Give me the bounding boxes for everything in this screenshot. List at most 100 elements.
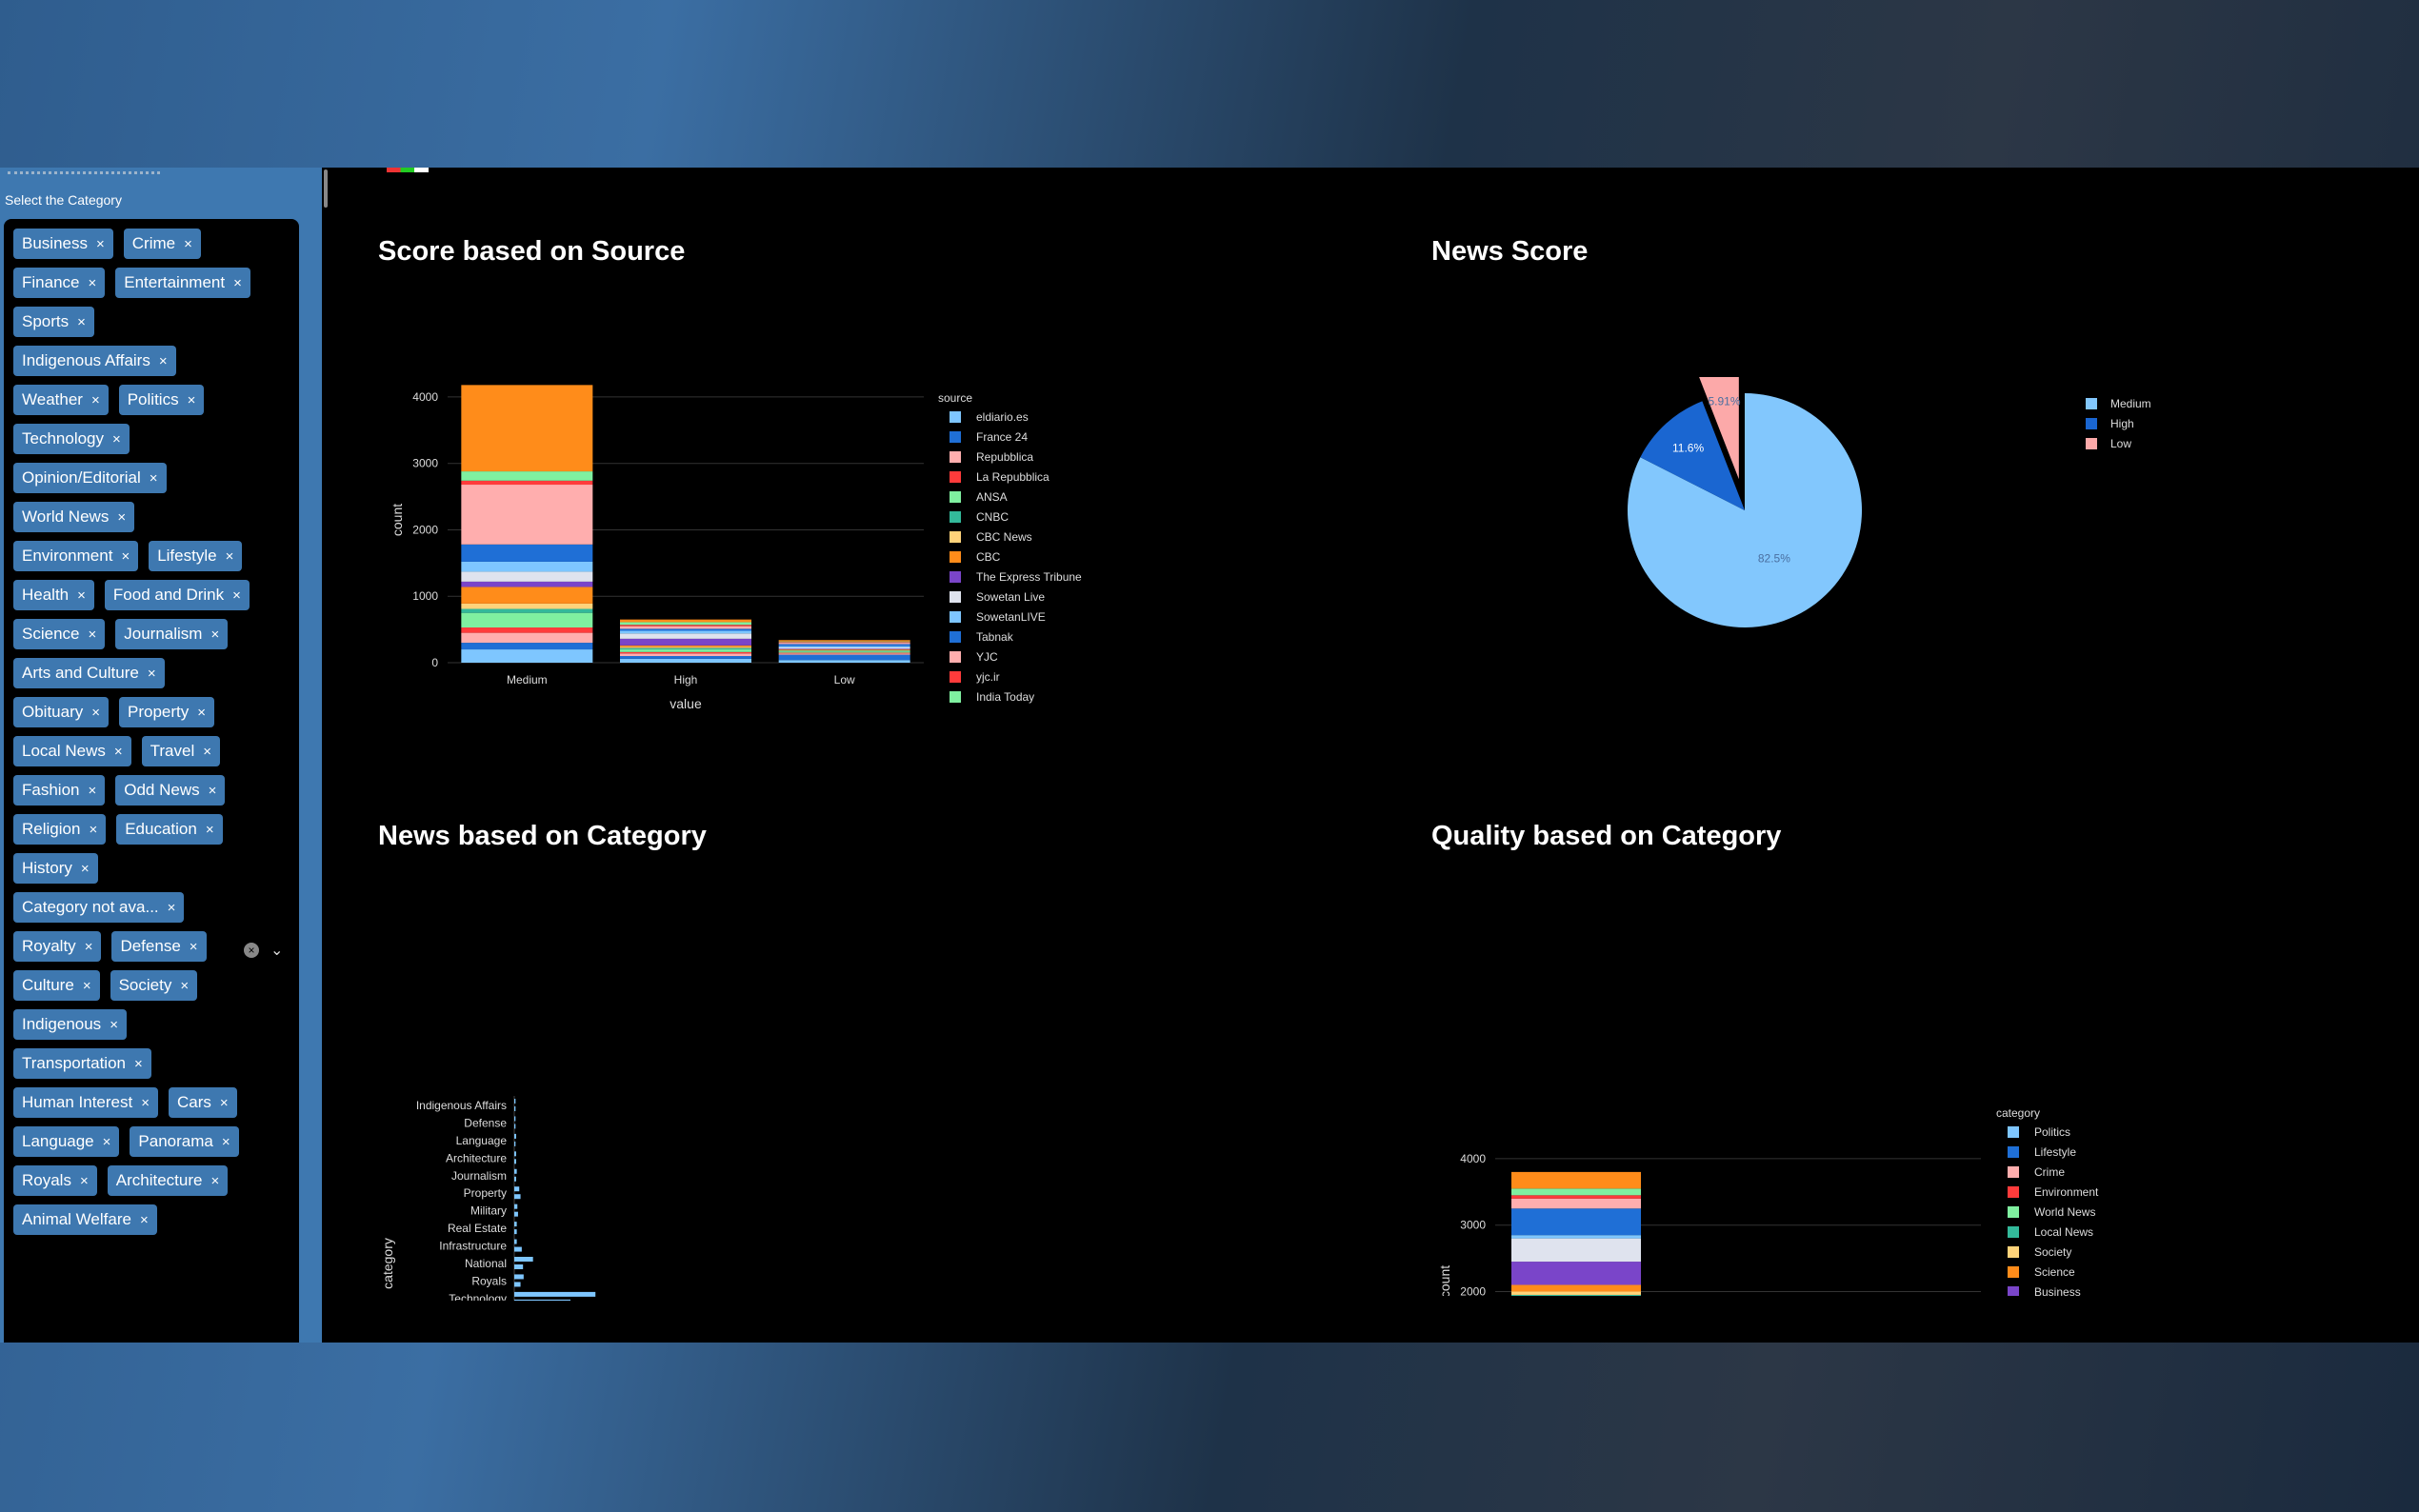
category-chip[interactable]: Politics × (118, 385, 205, 415)
category-chip[interactable]: Religion × (13, 814, 107, 845)
category-multiselect[interactable]: Business × Crime × Finance × Entertainment × Spo… (4, 219, 299, 1343)
chip-remove-icon[interactable]: × (77, 313, 86, 330)
chip-label: Entertainment (124, 273, 226, 291)
chip-remove-icon[interactable]: × (141, 1094, 150, 1111)
chip-remove-icon[interactable]: × (80, 860, 90, 877)
chip-remove-icon[interactable]: × (88, 782, 97, 799)
category-chip[interactable]: Arts and Culture × (13, 658, 165, 688)
category-chip[interactable]: Business × (13, 229, 113, 259)
quality-by-category-chart[interactable]: 01000200030004000MediumLowHighvaluecount… (1429, 925, 2190, 1296)
clear-all-icon[interactable]: × (244, 943, 259, 958)
category-chip[interactable]: Royals × (13, 1165, 97, 1196)
y-tick-label: Royals (471, 1274, 507, 1287)
category-chip[interactable]: Food and Drink × (104, 580, 250, 610)
chip-remove-icon[interactable]: × (121, 547, 130, 565)
chip-remove-icon[interactable]: × (88, 274, 97, 291)
chip-remove-icon[interactable]: × (139, 1211, 149, 1228)
category-chip[interactable]: Journalism × (115, 619, 229, 649)
chip-label: Finance (22, 273, 80, 291)
legend-label: Lifestyle (2034, 1145, 2076, 1159)
category-chip[interactable]: Defense × (111, 931, 207, 962)
chip-remove-icon[interactable]: × (79, 1172, 89, 1189)
chip-remove-icon[interactable]: × (219, 1094, 229, 1111)
category-chip[interactable]: Indigenous Affairs × (13, 346, 176, 376)
news-score-pie-chart[interactable]: 82.5% 11.6% 5.91% Medium High Low (1524, 377, 2190, 672)
category-chip[interactable]: Indigenous × (13, 1009, 127, 1040)
chip-remove-icon[interactable]: × (113, 743, 123, 760)
chip-remove-icon[interactable]: × (133, 1055, 143, 1072)
chip-remove-icon[interactable]: × (205, 821, 214, 838)
sidebar-scrollbar[interactable] (324, 169, 328, 208)
category-chip[interactable]: Crime × (123, 229, 201, 259)
category-chip[interactable]: Panorama × (130, 1126, 239, 1157)
category-chip[interactable]: Travel × (141, 736, 221, 766)
category-chip[interactable]: Science × (13, 619, 106, 649)
bar-segment (1511, 1284, 1641, 1292)
category-chip[interactable]: Society × (110, 970, 198, 1001)
chip-remove-icon[interactable]: × (102, 1133, 111, 1150)
category-chip[interactable]: Royalty × (13, 931, 102, 962)
category-chip[interactable]: Opinion/Editorial × (13, 463, 167, 493)
chip-remove-icon[interactable]: × (210, 1172, 220, 1189)
chip-remove-icon[interactable]: × (189, 938, 198, 955)
legend-swatch (950, 511, 961, 523)
category-chip[interactable]: Language × (13, 1126, 120, 1157)
chip-remove-icon[interactable]: × (77, 587, 86, 604)
category-chip[interactable]: Technology × (13, 424, 130, 454)
chip-remove-icon[interactable]: × (233, 274, 242, 291)
chip-remove-icon[interactable]: × (84, 938, 93, 955)
category-chip[interactable]: Obituary × (13, 697, 110, 727)
chip-remove-icon[interactable]: × (210, 626, 220, 643)
legend-label: Society (2034, 1245, 2071, 1259)
chevron-down-icon[interactable]: ⌄ (270, 943, 284, 959)
chip-remove-icon[interactable]: × (208, 782, 217, 799)
category-chip[interactable]: Property × (119, 697, 215, 727)
chip-remove-icon[interactable]: × (88, 626, 97, 643)
category-chip[interactable]: Weather × (13, 385, 109, 415)
category-chip[interactable]: Sports × (13, 307, 94, 337)
chip-remove-icon[interactable]: × (221, 1133, 230, 1150)
category-chip[interactable]: History × (13, 853, 98, 884)
chip-remove-icon[interactable]: × (112, 430, 121, 448)
news-by-category-chart[interactable]: Indigenous Affairs Defense Language Archite… (371, 920, 1133, 1301)
chip-remove-icon[interactable]: × (91, 704, 101, 721)
category-chip[interactable]: Architecture × (107, 1165, 229, 1196)
category-chip[interactable]: Animal Welfare × (13, 1204, 157, 1235)
category-chip[interactable]: Category not ava... × (13, 892, 185, 923)
chip-remove-icon[interactable]: × (197, 704, 207, 721)
category-chip[interactable]: Cars × (169, 1087, 237, 1118)
chip-remove-icon[interactable]: × (232, 587, 241, 604)
bar-segment (1511, 1198, 1641, 1209)
chip-remove-icon[interactable]: × (225, 547, 234, 565)
category-chip[interactable]: Culture × (13, 970, 100, 1001)
chip-remove-icon[interactable]: × (95, 235, 105, 252)
category-chip[interactable]: Health × (13, 580, 94, 610)
chip-remove-icon[interactable]: × (180, 977, 190, 994)
chip-remove-icon[interactable]: × (90, 391, 100, 408)
chip-remove-icon[interactable]: × (158, 352, 168, 369)
category-chip[interactable]: World News × (13, 502, 135, 532)
bar-segment (1511, 1188, 1641, 1196)
chip-remove-icon[interactable]: × (82, 977, 91, 994)
category-chip[interactable]: Finance × (13, 268, 106, 298)
chip-remove-icon[interactable]: × (117, 508, 127, 526)
category-chip[interactable]: Fashion × (13, 775, 106, 806)
chip-remove-icon[interactable]: × (149, 469, 158, 487)
chip-remove-icon[interactable]: × (147, 665, 156, 682)
category-chip[interactable]: Entertainment × (115, 268, 250, 298)
category-chip[interactable]: Education × (116, 814, 223, 845)
category-chip[interactable]: Environment × (13, 541, 139, 571)
category-chip[interactable]: Human Interest × (13, 1087, 158, 1118)
chip-remove-icon[interactable]: × (167, 899, 176, 916)
chip-remove-icon[interactable]: × (184, 235, 192, 252)
chip-remove-icon[interactable]: × (110, 1016, 118, 1033)
category-chip[interactable]: Local News × (13, 736, 131, 766)
score-by-source-chart[interactable]: 0 1000 2000 3000 4000 Medium High Low value count… (371, 348, 1133, 710)
legend-swatch (2008, 1206, 2019, 1218)
chip-remove-icon[interactable]: × (89, 821, 98, 838)
chip-remove-icon[interactable]: × (203, 743, 212, 760)
category-chip[interactable]: Transportation × (13, 1048, 151, 1079)
category-chip[interactable]: Odd News × (115, 775, 226, 806)
chip-remove-icon[interactable]: × (187, 391, 196, 408)
category-chip[interactable]: Lifestyle × (149, 541, 243, 571)
